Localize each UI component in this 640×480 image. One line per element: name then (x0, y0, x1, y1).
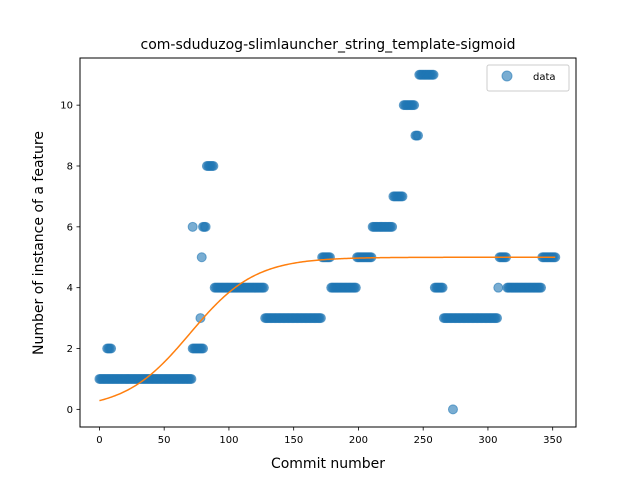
x-tick-label: 50 (158, 435, 171, 446)
y-tick-label: 10 (60, 101, 73, 112)
data-point (195, 313, 206, 324)
chart-title: com-sduduzog-slimlauncher_string_templat… (141, 37, 516, 53)
data-point (447, 404, 458, 415)
x-tick-label: 0 (96, 435, 102, 446)
x-tick-label: 100 (219, 435, 238, 446)
data-point (413, 130, 424, 141)
y-axis: 0 2 4 6 8 10 (60, 101, 80, 416)
x-tick-label: 300 (478, 435, 497, 446)
data-point (492, 313, 502, 324)
data-point (258, 282, 269, 293)
data-point (186, 373, 197, 384)
data-point (208, 160, 219, 171)
legend-box (486, 64, 570, 92)
x-tick-label: 150 (284, 435, 303, 446)
data-point (200, 221, 211, 232)
legend-marker (501, 70, 513, 82)
data-point (397, 191, 408, 202)
y-tick-label: 4 (67, 283, 73, 294)
data-point (536, 282, 547, 293)
x-axis: 0 50 100 150 200 250 300 350 (96, 427, 562, 446)
data-point (196, 252, 207, 263)
plot-area (94, 69, 561, 415)
x-tick-label: 350 (543, 435, 562, 446)
data-point (187, 221, 198, 232)
data-point (350, 282, 361, 293)
data-point (409, 100, 420, 111)
data-point (387, 221, 398, 232)
data-point (324, 252, 335, 263)
x-tick-label: 250 (414, 435, 433, 446)
y-tick-label: 6 (67, 222, 73, 233)
y-tick-label: 2 (67, 344, 73, 355)
data-point (493, 282, 504, 293)
y-axis-label: Number of instance of a feature (31, 131, 47, 355)
legend: data (486, 64, 570, 92)
data-point (437, 282, 448, 293)
x-axis-label: Commit number (271, 456, 385, 472)
data-point (315, 313, 326, 324)
axes-frame (79, 57, 577, 428)
data-point (428, 69, 439, 80)
x-tick-label: 200 (349, 435, 368, 446)
fit-line (99, 256, 556, 402)
y-tick-label: 0 (67, 405, 73, 416)
data-point (198, 343, 209, 354)
y-tick-label: 8 (67, 161, 73, 172)
data-point (106, 343, 117, 354)
legend-label: data (533, 72, 556, 83)
